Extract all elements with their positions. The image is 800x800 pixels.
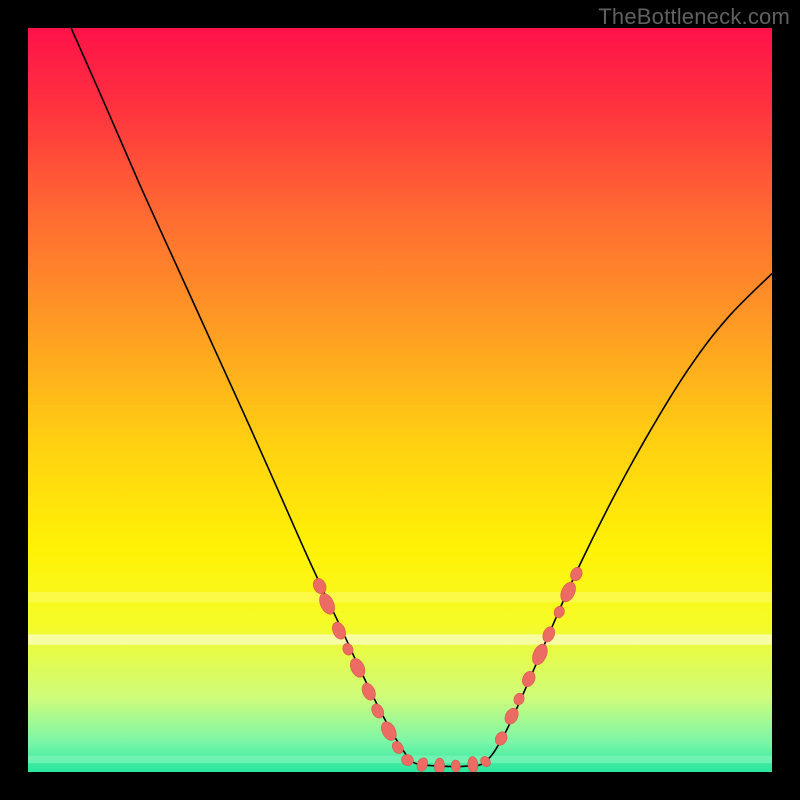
- bead: [415, 756, 429, 772]
- bead: [493, 730, 509, 748]
- bead: [311, 576, 329, 596]
- bead: [451, 760, 461, 772]
- bead: [467, 756, 479, 772]
- bead: [434, 758, 445, 772]
- chart-stage: TheBottleneck.com: [0, 0, 800, 800]
- plot-frame: [0, 0, 800, 800]
- beads-floor: [415, 754, 492, 772]
- bead: [520, 669, 537, 688]
- bead: [558, 580, 579, 605]
- bead: [347, 656, 367, 680]
- beads-right: [493, 565, 584, 747]
- curve-layer: [28, 28, 772, 772]
- bead: [390, 739, 406, 755]
- bead: [541, 625, 557, 644]
- bead: [502, 706, 521, 727]
- watermark-text: TheBottleneck.com: [598, 4, 790, 30]
- beads-left: [311, 576, 415, 767]
- bead: [400, 753, 415, 768]
- bead: [530, 642, 551, 667]
- bottleneck-curve: [71, 28, 772, 767]
- bead: [568, 565, 584, 582]
- bead: [552, 605, 566, 620]
